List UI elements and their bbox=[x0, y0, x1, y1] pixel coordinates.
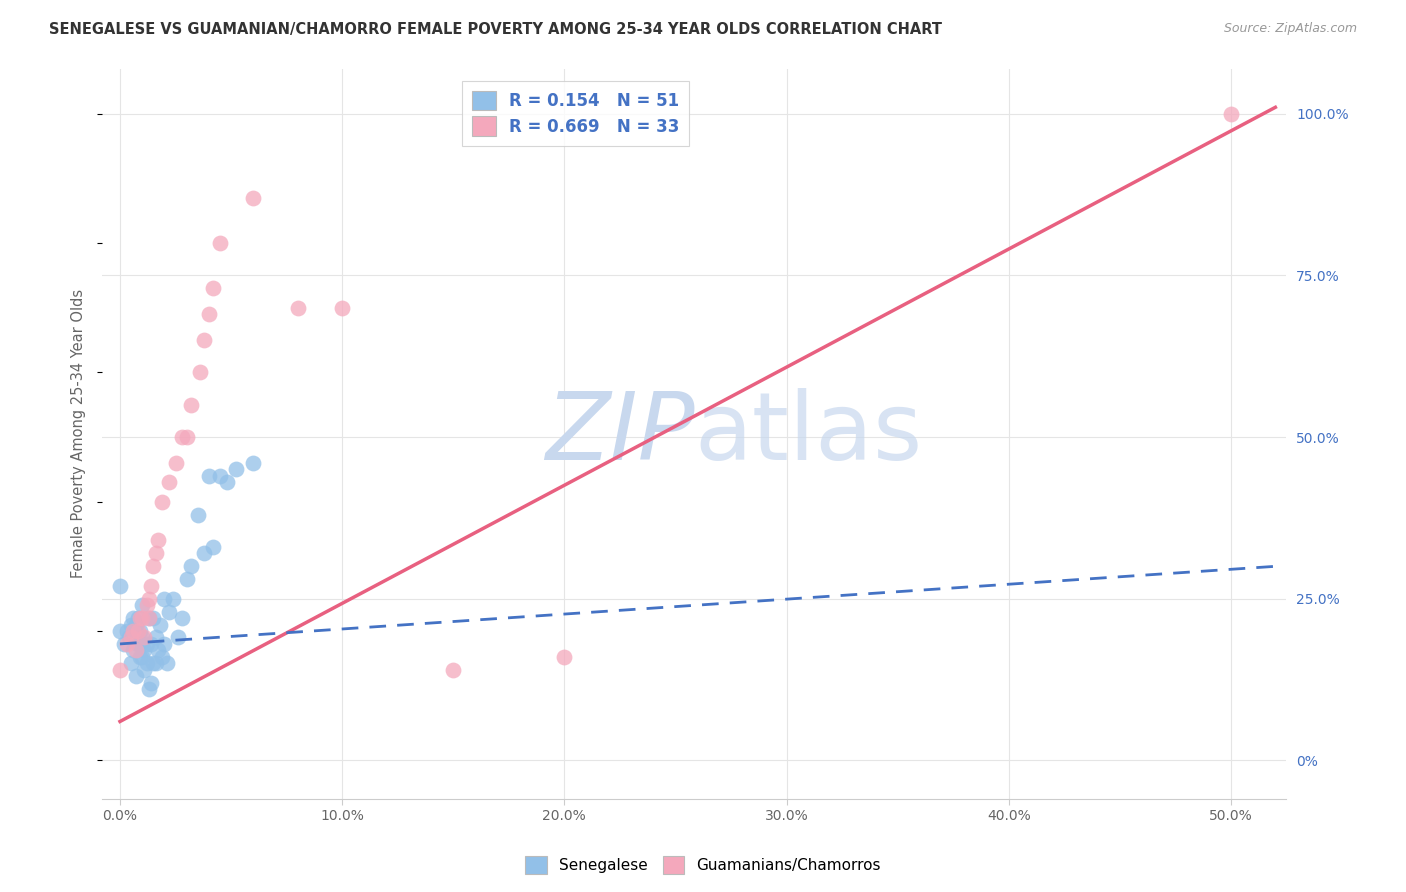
Point bbox=[138, 591, 160, 606]
Point bbox=[124, 669, 146, 683]
Point bbox=[176, 572, 198, 586]
Point bbox=[146, 533, 169, 548]
Point bbox=[145, 657, 167, 671]
Point bbox=[180, 559, 202, 574]
Point bbox=[134, 663, 156, 677]
Point bbox=[153, 591, 176, 606]
Point bbox=[193, 546, 215, 560]
Point bbox=[1219, 107, 1241, 121]
Point bbox=[150, 494, 173, 508]
Legend: R = 0.154   N = 51, R = 0.669   N = 33: R = 0.154 N = 51, R = 0.669 N = 33 bbox=[463, 80, 689, 145]
Point bbox=[139, 637, 162, 651]
Text: Source: ZipAtlas.com: Source: ZipAtlas.com bbox=[1223, 22, 1357, 36]
Point bbox=[108, 624, 131, 638]
Point bbox=[153, 637, 176, 651]
Point bbox=[134, 631, 156, 645]
Point bbox=[124, 643, 146, 657]
Point bbox=[131, 631, 153, 645]
Point bbox=[162, 591, 184, 606]
Point bbox=[142, 657, 165, 671]
Point bbox=[242, 456, 264, 470]
Point bbox=[129, 637, 152, 651]
Point bbox=[115, 624, 138, 638]
Point bbox=[202, 281, 225, 295]
Point bbox=[202, 540, 225, 554]
Point bbox=[330, 301, 353, 315]
Point bbox=[129, 611, 152, 625]
Point bbox=[120, 657, 142, 671]
Point bbox=[157, 475, 180, 490]
Point bbox=[165, 456, 187, 470]
Text: SENEGALESE VS GUAMANIAN/CHAMORRO FEMALE POVERTY AMONG 25-34 YEAR OLDS CORRELATIO: SENEGALESE VS GUAMANIAN/CHAMORRO FEMALE … bbox=[49, 22, 942, 37]
Point bbox=[129, 649, 152, 664]
Point bbox=[138, 611, 160, 625]
Point bbox=[120, 631, 142, 645]
Point bbox=[122, 624, 145, 638]
Point bbox=[242, 191, 264, 205]
Point bbox=[187, 508, 209, 522]
Point bbox=[166, 631, 188, 645]
Point bbox=[172, 430, 194, 444]
Point bbox=[441, 663, 464, 677]
Point bbox=[145, 631, 167, 645]
Point bbox=[122, 611, 145, 625]
Point bbox=[138, 682, 160, 697]
Point bbox=[139, 675, 162, 690]
Point bbox=[131, 649, 153, 664]
Point bbox=[287, 301, 309, 315]
Point bbox=[215, 475, 238, 490]
Point bbox=[149, 617, 172, 632]
Point bbox=[129, 624, 152, 638]
Point bbox=[127, 624, 149, 638]
Point bbox=[127, 637, 149, 651]
Point bbox=[135, 598, 157, 612]
Point bbox=[225, 462, 247, 476]
Point bbox=[157, 605, 180, 619]
Text: ZIP: ZIP bbox=[544, 388, 695, 479]
Text: atlas: atlas bbox=[695, 388, 922, 480]
Point bbox=[156, 657, 179, 671]
Point bbox=[131, 598, 153, 612]
Point bbox=[188, 365, 211, 379]
Point bbox=[198, 307, 221, 321]
Point bbox=[142, 611, 165, 625]
Legend: Senegalese, Guamanians/Chamorros: Senegalese, Guamanians/Chamorros bbox=[519, 850, 887, 880]
Point bbox=[146, 643, 169, 657]
Point bbox=[176, 430, 198, 444]
Point bbox=[120, 617, 142, 632]
Point bbox=[115, 637, 138, 651]
Point bbox=[208, 236, 231, 251]
Point bbox=[134, 643, 156, 657]
Point bbox=[138, 611, 160, 625]
Point bbox=[553, 649, 575, 664]
Point bbox=[135, 637, 157, 651]
Point bbox=[142, 559, 165, 574]
Point bbox=[124, 617, 146, 632]
Point bbox=[208, 468, 231, 483]
Point bbox=[180, 398, 202, 412]
Point bbox=[139, 579, 162, 593]
Point bbox=[145, 546, 167, 560]
Point bbox=[108, 579, 131, 593]
Point bbox=[193, 333, 215, 347]
Point bbox=[118, 631, 141, 645]
Point bbox=[172, 611, 194, 625]
Point bbox=[108, 663, 131, 677]
Point bbox=[198, 468, 221, 483]
Point bbox=[127, 611, 149, 625]
Point bbox=[135, 657, 157, 671]
Point bbox=[150, 649, 173, 664]
Point bbox=[112, 637, 135, 651]
Point bbox=[122, 643, 145, 657]
Y-axis label: Female Poverty Among 25-34 Year Olds: Female Poverty Among 25-34 Year Olds bbox=[72, 289, 86, 578]
Point bbox=[131, 611, 153, 625]
